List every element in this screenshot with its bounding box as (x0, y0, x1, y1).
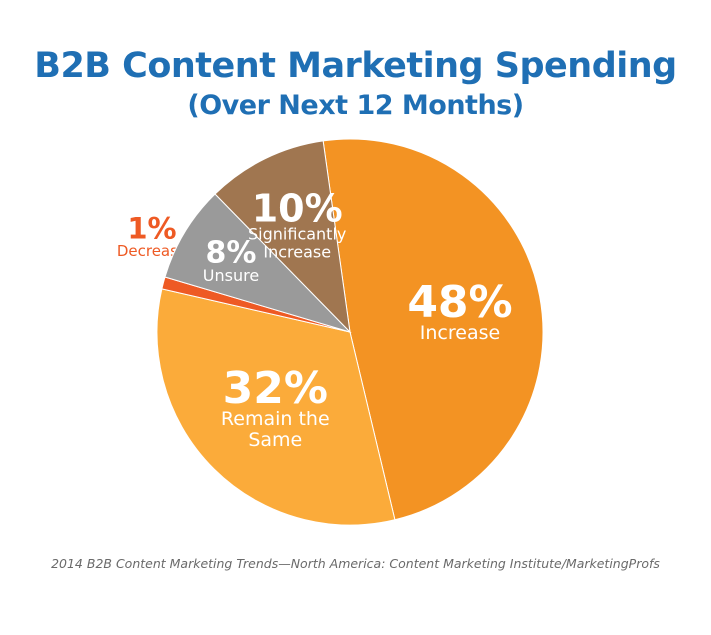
slice-name-remain-the-same-line-2: Same (248, 429, 302, 451)
pie-slice-remain-the-same (156, 288, 396, 526)
slice-name-decrease-line-1: Decrease (117, 242, 187, 260)
slice-name-significantly-increase-line-1: Significantly (248, 225, 346, 244)
pie-slice-significantly-increase (214, 140, 351, 334)
slice-name-remain-the-same-line-1: Remain the (221, 408, 330, 430)
slice-label-increase: 48%Increase (407, 277, 512, 344)
slice-percent-significantly-increase: 10% (252, 186, 343, 230)
chart-subtitle: (Over Next 12 Months) (187, 90, 524, 121)
pie-slice-unsure (164, 193, 352, 334)
slice-name-significantly-increase-line-2: Increase (263, 242, 331, 261)
slice-percent-decrease: 1% (127, 212, 176, 246)
slice-label-decrease: 1%Decrease (117, 212, 187, 260)
slice-percent-increase: 48% (407, 277, 512, 328)
source-caption: 2014 B2B Content Marketing Trends—North … (51, 556, 660, 571)
chart-title: B2B Content Marketing Spending (34, 46, 677, 86)
slice-percent-unsure: 8% (206, 236, 257, 271)
slice-label-unsure: 8%Unsure (203, 236, 259, 285)
slice-percent-remain-the-same: 32% (223, 363, 328, 414)
slice-name-unsure-line-1: Unsure (203, 266, 259, 285)
slice-name-increase-line-1: Increase (420, 322, 500, 344)
pie-slice-increase (322, 138, 544, 521)
